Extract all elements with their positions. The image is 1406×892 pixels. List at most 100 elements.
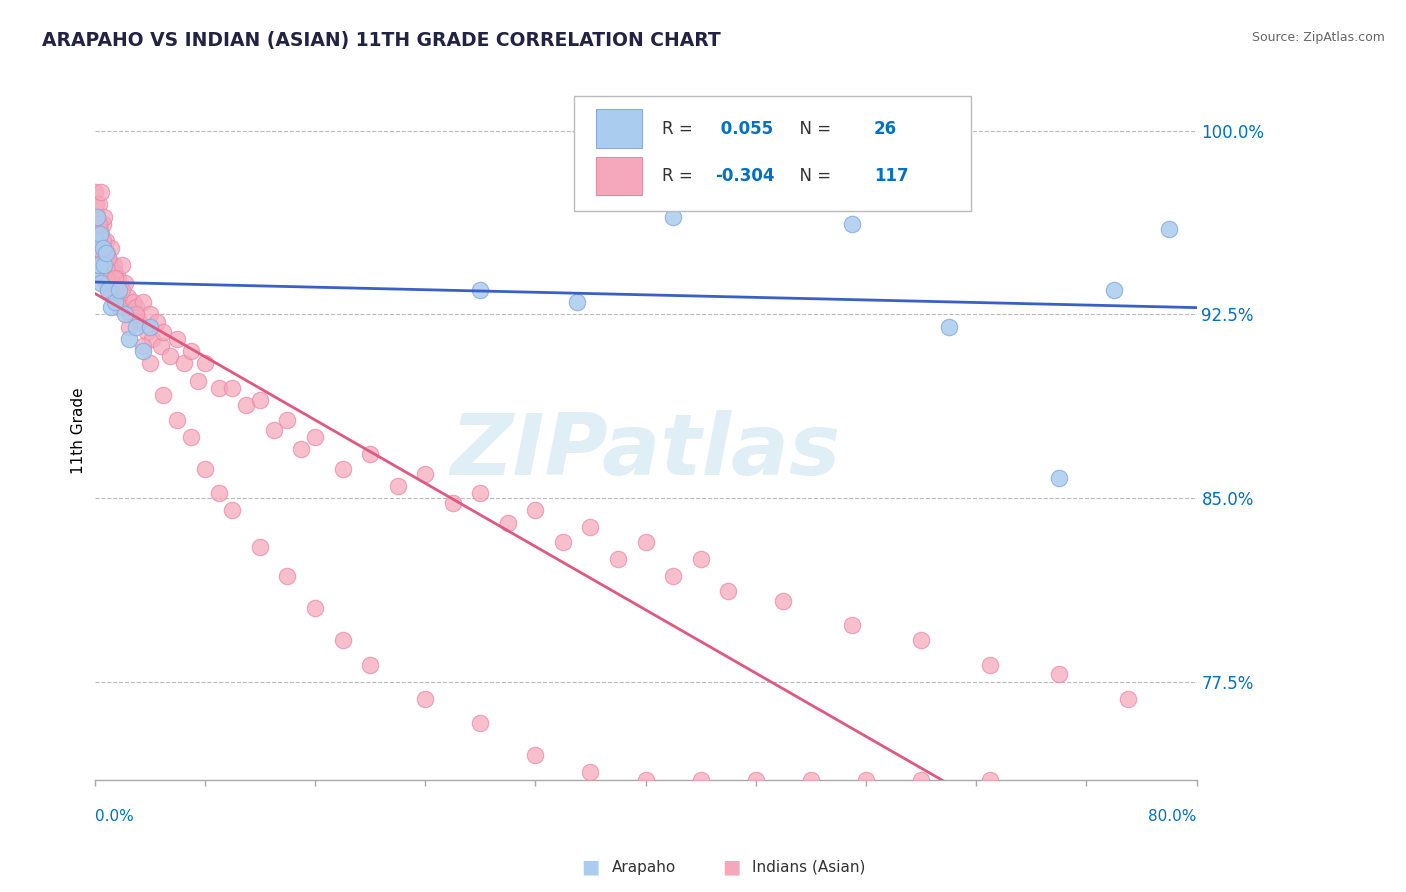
Point [1047, 471, 1070, 485]
Point [94, 276, 117, 290]
Point [108, 300, 131, 314]
Point [86, 210, 108, 224]
Point [276, 413, 298, 427]
Point [83, 266, 105, 280]
Point [855, 772, 877, 787]
Text: Arapaho: Arapaho [612, 860, 676, 874]
Point [86, 210, 108, 224]
Point [97, 283, 120, 297]
Point [94, 234, 117, 248]
Point [359, 447, 381, 461]
Point [938, 319, 960, 334]
Point [94, 270, 117, 285]
Point [98, 259, 121, 273]
Text: Source: ZipAtlas.com: Source: ZipAtlas.com [1251, 31, 1385, 45]
Point [470, 716, 492, 731]
Point [87, 197, 110, 211]
Point [841, 217, 863, 231]
Text: ■: ■ [581, 857, 600, 877]
Point [1102, 283, 1125, 297]
Point [249, 393, 271, 408]
Point [122, 295, 145, 310]
Point [135, 325, 157, 339]
Point [125, 319, 148, 334]
Point [91, 217, 114, 231]
Point [304, 430, 326, 444]
Point [579, 765, 602, 780]
Point [979, 657, 1001, 672]
Point [662, 569, 685, 583]
Point [235, 398, 257, 412]
Point [166, 332, 188, 346]
Point [96, 246, 118, 260]
Point [159, 349, 181, 363]
Text: Indians (Asian): Indians (Asian) [752, 860, 866, 874]
Text: 0.0%: 0.0% [94, 809, 134, 824]
Point [104, 266, 127, 280]
Point [173, 356, 195, 370]
Text: 26: 26 [873, 120, 897, 137]
Point [304, 601, 326, 615]
Point [91, 234, 114, 248]
Point [290, 442, 312, 456]
Text: N =: N = [789, 120, 837, 137]
Point [100, 300, 122, 314]
Point [132, 339, 155, 353]
Point [524, 503, 547, 517]
Point [138, 319, 160, 334]
Point [662, 210, 685, 224]
Point [105, 283, 128, 297]
Point [634, 535, 657, 549]
FancyBboxPatch shape [574, 95, 970, 211]
Point [979, 772, 1001, 787]
Point [97, 251, 120, 265]
Point [87, 234, 110, 248]
Text: 0.055: 0.055 [716, 120, 773, 137]
Point [551, 535, 574, 549]
Point [97, 283, 120, 297]
Point [90, 227, 112, 241]
Point [100, 241, 122, 255]
Point [87, 259, 110, 273]
Point [332, 461, 354, 475]
Point [496, 516, 519, 530]
Point [800, 772, 823, 787]
Point [634, 772, 657, 787]
Point [104, 270, 127, 285]
Point [83, 221, 105, 235]
Point [118, 332, 141, 346]
Point [91, 251, 114, 265]
Point [84, 227, 107, 241]
Point [87, 217, 110, 231]
Point [90, 276, 112, 290]
Text: 117: 117 [873, 167, 908, 185]
Point [152, 325, 174, 339]
Point [100, 283, 122, 297]
Point [117, 290, 139, 304]
Point [104, 295, 127, 310]
Point [93, 270, 115, 285]
Point [1157, 221, 1180, 235]
FancyBboxPatch shape [596, 157, 643, 195]
Point [194, 356, 217, 370]
Text: R =: R = [662, 167, 699, 185]
Point [89, 259, 111, 273]
Point [717, 584, 740, 599]
Point [524, 748, 547, 763]
Point [84, 234, 107, 248]
Point [132, 295, 155, 310]
Point [207, 486, 229, 500]
Point [221, 381, 243, 395]
Point [772, 594, 794, 608]
Point [249, 540, 271, 554]
Point [89, 221, 111, 235]
Point [180, 344, 202, 359]
Point [128, 315, 150, 329]
Text: R =: R = [662, 120, 699, 137]
Y-axis label: 11th Grade: 11th Grade [72, 387, 86, 474]
Point [89, 259, 111, 273]
Text: 80.0%: 80.0% [1149, 809, 1197, 824]
Point [413, 467, 436, 481]
Point [187, 374, 209, 388]
FancyBboxPatch shape [596, 110, 643, 148]
